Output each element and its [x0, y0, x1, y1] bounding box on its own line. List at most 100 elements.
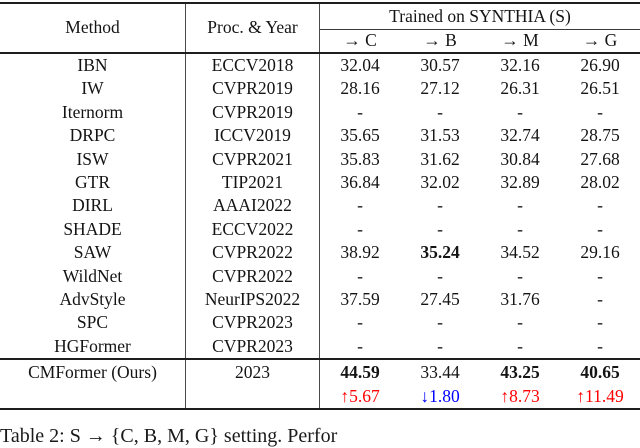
- value-cell: 31.76: [500, 288, 540, 309]
- column-headers: → C → B → M → G: [320, 30, 640, 52]
- year-cell: ECCV2022: [186, 217, 320, 242]
- value-cell: -: [357, 101, 363, 122]
- value-cell: 37.59: [340, 288, 380, 309]
- value-cell: 31.53: [420, 125, 460, 146]
- value-cell: -: [357, 312, 363, 333]
- value-cell: 38.92: [340, 242, 380, 263]
- table-header: Method Proc. & Year Trained on SYNTHIA (…: [0, 4, 640, 54]
- method-cell: HGFormer: [0, 334, 186, 359]
- method-cell: SHADE: [0, 217, 186, 242]
- value-cell: -: [437, 101, 443, 122]
- value-cell: -: [437, 218, 443, 239]
- table-row: SAW CVPR2022 38.92 35.24 34.52 29.16: [0, 241, 640, 265]
- value-cell: 32.02: [420, 171, 460, 192]
- value-cell: 32.04: [340, 55, 380, 75]
- method-cell: GTR: [0, 170, 186, 195]
- value-cell: -: [597, 335, 603, 356]
- method-cell: SAW: [0, 241, 186, 265]
- table-row: DIRL AAAI2022 - - - -: [0, 194, 640, 218]
- year-cell: CVPR2021: [186, 147, 320, 171]
- col-header-c: → C: [343, 30, 377, 50]
- value-cell: -: [437, 335, 443, 356]
- value-cell: 30.57: [420, 55, 460, 75]
- delta-row: ↑5.67 ↓1.80 ↑8.73 ↑11.49: [0, 384, 640, 409]
- value-cell: 34.52: [500, 242, 540, 263]
- year-cell: CVPR2023: [186, 311, 320, 335]
- method-cell: WildNet: [0, 264, 186, 288]
- table-row: IW CVPR2019 28.16 27.12 26.31 26.51: [0, 77, 640, 101]
- year-cell: AAAI2022: [186, 194, 320, 218]
- method-cell: AdvStyle: [0, 287, 186, 312]
- year-cell: 2023: [186, 360, 320, 385]
- value-cell: -: [357, 218, 363, 239]
- delta-gain-cell: ↑8.73: [500, 386, 540, 407]
- value-cell: -: [597, 218, 603, 239]
- empty-cell: [186, 384, 320, 409]
- value-cell: -: [517, 335, 523, 356]
- method-cell: IBN: [0, 54, 186, 78]
- value-cell: -: [437, 195, 443, 216]
- value-cell: -: [517, 218, 523, 239]
- value-cell: -: [517, 101, 523, 122]
- table-row: WildNet CVPR2022 - - - -: [0, 264, 640, 288]
- ours-section: CMFormer (Ours) 2023 44.59 33.44 43.25 4…: [0, 358, 640, 409]
- table-body: IBN ECCV2018 32.04 30.57 32.16 26.90 IW …: [0, 54, 640, 359]
- value-cell: 33.44: [420, 362, 460, 383]
- delta-drop-cell: ↓1.80: [420, 386, 460, 407]
- value-cell: -: [357, 195, 363, 216]
- value-cell: -: [357, 335, 363, 356]
- year-cell: CVPR2022: [186, 264, 320, 288]
- value-cell: 31.62: [420, 148, 460, 169]
- group-header-cell: Trained on SYNTHIA (S): [320, 4, 640, 30]
- proc-year-header-cell: Proc. & Year: [186, 4, 320, 52]
- col-header-m: → M: [501, 30, 539, 50]
- method-cell: ISW: [0, 147, 186, 171]
- table-row: HGFormer CVPR2023 - - - -: [0, 334, 640, 359]
- year-cell: CVPR2019: [186, 77, 320, 101]
- value-cell: -: [597, 312, 603, 333]
- value-cell: -: [437, 265, 443, 286]
- value-cell: 27.45: [420, 288, 460, 309]
- value-cell: 28.16: [340, 78, 380, 99]
- value-cell: -: [517, 312, 523, 333]
- value-cell: 27.68: [580, 148, 620, 169]
- method-cell: IW: [0, 77, 186, 101]
- year-cell: TIP2021: [186, 170, 320, 195]
- value-cell: 29.16: [580, 242, 620, 263]
- method-cell: DRPC: [0, 124, 186, 148]
- empty-cell: [0, 384, 186, 409]
- value-cell-best: 40.65: [580, 362, 620, 383]
- year-cell: CVPR2023: [186, 334, 320, 359]
- table-row: SPC CVPR2023 - - - -: [0, 311, 640, 335]
- value-cell: 30.84: [500, 148, 540, 169]
- table-row: DRPC ICCV2019 35.65 31.53 32.74 28.75: [0, 124, 640, 148]
- value-cell-best: 35.24: [420, 242, 460, 263]
- table-caption: Table 2: S → {C, B, M, G} setting. Perfo…: [0, 425, 338, 447]
- table-row: Iternorm CVPR2019 - - - -: [0, 100, 640, 125]
- year-cell: ECCV2018: [186, 54, 320, 78]
- value-cell: 28.02: [580, 171, 620, 192]
- col-header-g: → G: [582, 30, 618, 50]
- value-cell-best: 44.59: [340, 362, 380, 383]
- value-cell: 26.90: [580, 55, 620, 75]
- group-header: Trained on SYNTHIA (S) → C → B → M → G: [320, 4, 640, 52]
- value-cell: 26.31: [500, 78, 540, 99]
- value-cell: 35.83: [340, 148, 380, 169]
- results-table: Method Proc. & Year Trained on SYNTHIA (…: [0, 2, 640, 411]
- value-cell-best: 43.25: [500, 362, 540, 383]
- value-cell: 32.16: [500, 55, 540, 75]
- value-cell: 27.12: [420, 78, 460, 99]
- method-cell: SPC: [0, 311, 186, 335]
- value-cell: -: [437, 312, 443, 333]
- value-cell: -: [597, 195, 603, 216]
- value-cell: 32.89: [500, 171, 540, 192]
- year-cell: NeurIPS2022: [186, 287, 320, 312]
- method-cell: CMFormer (Ours): [0, 360, 186, 385]
- method-header-cell: Method: [0, 4, 186, 52]
- table-row: ISW CVPR2021 35.83 31.62 30.84 27.68: [0, 147, 640, 171]
- value-cell: -: [597, 288, 603, 309]
- col-header-b: → B: [423, 30, 457, 50]
- value-cell: -: [517, 265, 523, 286]
- method-cell: DIRL: [0, 194, 186, 218]
